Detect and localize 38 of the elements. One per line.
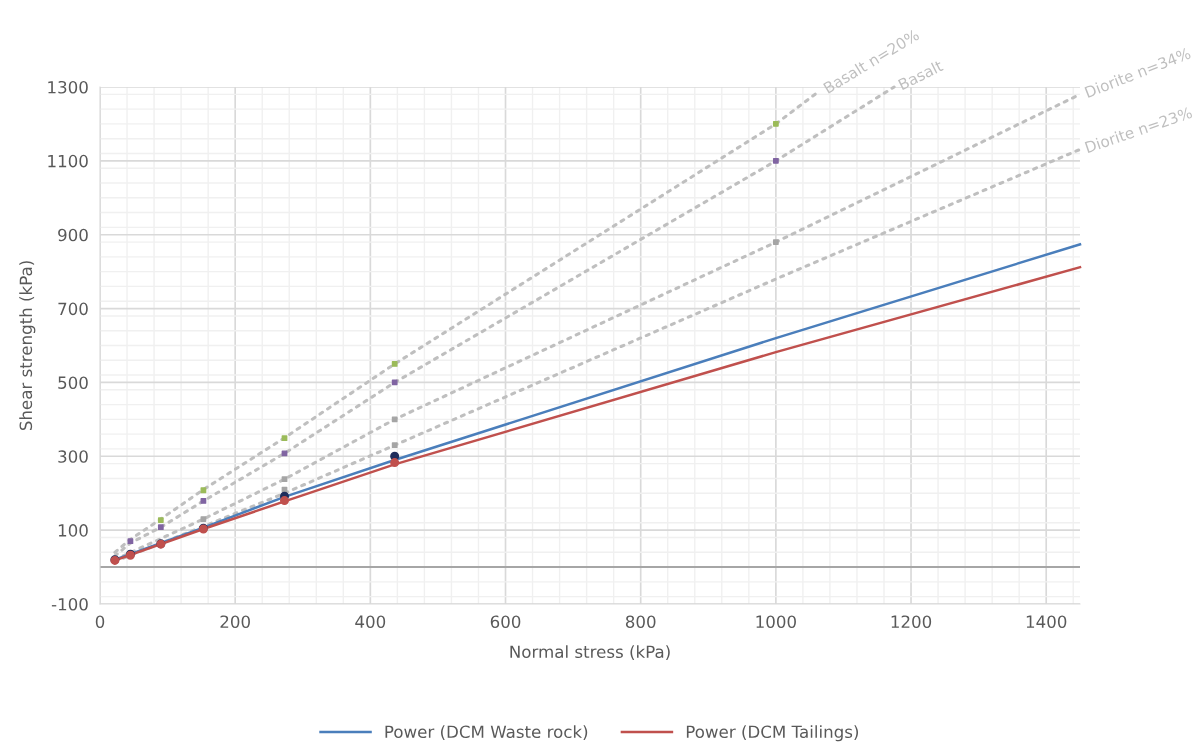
point: [127, 538, 134, 545]
point: [157, 517, 164, 524]
y-tick-label: 100: [58, 524, 88, 537]
point: [200, 487, 207, 494]
legend-label: Power (DCM Tailings): [686, 725, 859, 742]
x-tick-label: 200: [220, 615, 250, 629]
point: [280, 496, 290, 506]
x-tick-label: 600: [490, 615, 521, 629]
x-tick-label: 0: [95, 615, 105, 629]
x-tick-label: 400: [355, 615, 386, 629]
legend-label: Power (DCM Waste rock): [385, 725, 588, 741]
x-axis-title: Normal stress (kPa): [510, 645, 670, 660]
point: [200, 498, 207, 504]
y-tick-label: 300: [58, 450, 88, 463]
y-tick-label: 1300: [48, 80, 88, 94]
x-tick-label: 800: [625, 615, 656, 629]
y-axis-title: Shear strength (kPa): [19, 261, 36, 431]
point: [772, 157, 779, 164]
x-tick-label: 1400: [1026, 615, 1067, 629]
y-tick-label: 1100: [48, 154, 88, 168]
x-tick-label: 1000: [756, 615, 796, 629]
point: [391, 361, 398, 367]
point: [281, 435, 288, 442]
point: [391, 379, 398, 386]
point: [281, 450, 288, 457]
point: [772, 121, 779, 127]
point: [391, 442, 398, 449]
point: [281, 476, 288, 483]
x-tick-label: 1200: [891, 615, 932, 629]
point: [200, 516, 207, 522]
point: [157, 524, 164, 531]
point: [391, 416, 398, 423]
y-tick-label: 900: [58, 228, 88, 242]
y-tick-label: 700: [58, 302, 88, 316]
point: [772, 239, 779, 245]
y-tick-label: 500: [58, 376, 88, 389]
y-tick-label: -100: [51, 597, 88, 611]
point: [390, 458, 400, 468]
